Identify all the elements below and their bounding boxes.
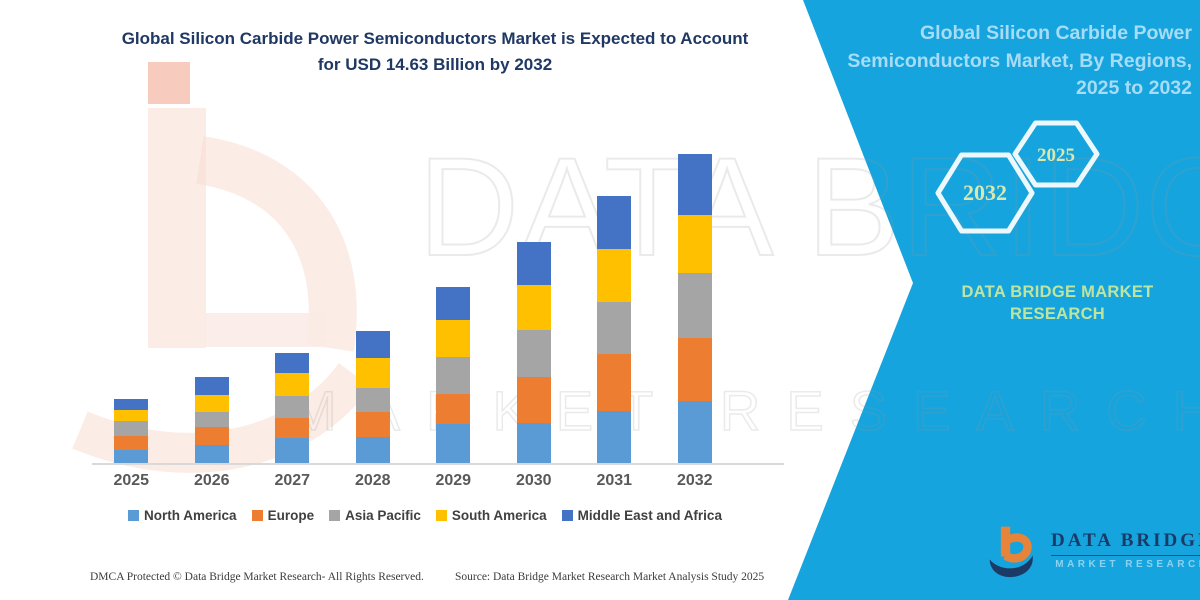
legend-label: North America	[144, 508, 237, 523]
bar-segment	[355, 358, 390, 389]
bar-segment	[194, 427, 229, 445]
bar-2027	[252, 352, 333, 463]
side-panel-title: Global Silicon Carbide Power Semiconduct…	[847, 22, 1192, 100]
bar-segment	[677, 154, 712, 216]
bar-segment	[194, 377, 229, 396]
x-axis-line	[92, 463, 784, 465]
bar-segment	[114, 410, 149, 422]
bar-2025	[91, 399, 172, 463]
hexagon-label: 2032	[963, 180, 1007, 205]
legend-label: Middle East and Africa	[577, 508, 722, 523]
bar-segment	[436, 319, 471, 357]
legend-label: South America	[451, 508, 547, 523]
bar-segment	[194, 395, 229, 412]
x-axis-label: 2028	[354, 472, 391, 489]
bar-2029	[413, 287, 494, 463]
x-axis-label: 2025	[113, 472, 150, 489]
bar-segment	[194, 445, 229, 463]
bar-2031	[574, 196, 655, 463]
bar-segment	[275, 373, 310, 397]
bar-segment	[677, 338, 712, 401]
bar-segment	[436, 356, 471, 394]
logo-name: DATA BRIDGE	[1051, 530, 1200, 556]
bar-2026	[172, 377, 253, 463]
brand-line1: DATA BRIDGE MARKET	[961, 283, 1154, 301]
bar-segment	[114, 449, 149, 463]
bar-segment	[516, 285, 551, 331]
bar-segment	[355, 388, 390, 413]
footer-source: Source: Data Bridge Market Research Mark…	[455, 571, 765, 583]
bar-segment	[114, 436, 149, 450]
bar-segment	[275, 418, 310, 439]
brand-line2: RESEARCH	[1010, 305, 1105, 324]
plot-area	[91, 140, 735, 463]
bar-segment	[275, 438, 310, 463]
x-axis-label: 2027	[274, 472, 311, 489]
logo-monogram-icon	[989, 526, 1033, 578]
bar-segment	[597, 196, 632, 249]
logo-tagline: MARKET RESEARCH	[1055, 559, 1200, 570]
bar-segment	[516, 423, 551, 463]
bar-segment	[597, 354, 632, 411]
x-axis-labels: 2025 2026 2027 2028 2029 2030 2031 2032	[91, 472, 735, 494]
bar-segment	[275, 396, 310, 419]
legend-marker-icon	[561, 510, 573, 521]
legend-item: Europe	[251, 508, 315, 523]
bar-segment	[677, 400, 712, 463]
bar-segment	[436, 287, 471, 320]
hexagon-label: 2025	[1037, 145, 1075, 166]
bar-segment	[194, 412, 229, 427]
x-axis-label: 2030	[515, 472, 552, 489]
bar-segment	[355, 412, 390, 437]
bar-segment	[677, 215, 712, 274]
legend-marker-icon	[435, 510, 447, 521]
bar-segment	[355, 331, 390, 359]
bar-2032	[655, 154, 736, 463]
bar-segment	[114, 399, 149, 411]
x-axis-label: 2026	[193, 472, 230, 489]
footer-dmca: DMCA Protected © Data Bridge Market Rese…	[90, 571, 424, 583]
bar-2028	[333, 331, 414, 463]
x-axis-label: 2032	[676, 472, 713, 489]
bar-2030	[494, 241, 575, 463]
bar-segment	[516, 377, 551, 424]
legend-marker-icon	[128, 510, 140, 521]
bar-segment	[436, 423, 471, 463]
legend: North America Europe Asia Pacific South Ame…	[80, 508, 770, 523]
legend-item: North America	[128, 508, 237, 523]
legend-item: Middle East and Africa	[561, 508, 722, 523]
legend-marker-icon	[329, 510, 341, 521]
legend-label: Europe	[267, 508, 315, 523]
bar-segment	[355, 437, 390, 463]
bar-segment	[516, 241, 551, 286]
bar-segment	[597, 411, 632, 463]
legend-marker-icon	[251, 510, 263, 521]
hexagons: 2025 2032	[935, 120, 1100, 234]
chart-title-line1: Global Silicon Carbide Power Semiconduct…	[121, 29, 749, 48]
bar-segment	[677, 273, 712, 339]
bar-segment	[436, 393, 471, 424]
legend-item: South America	[435, 508, 547, 523]
brand-text: DATA BRIDGE MARKET RESEARCH	[945, 281, 1170, 326]
legend-label: Asia Pacific	[345, 508, 421, 523]
logo: DATA BRIDGE MARKET RESEARCH	[985, 522, 1200, 578]
hexagon-2032: 2032	[935, 152, 1035, 234]
chart-title: Global Silicon Carbide Power Semiconduct…	[70, 26, 800, 79]
bar-segment	[114, 421, 149, 437]
bar-segment	[516, 330, 551, 378]
x-axis-label: 2031	[596, 472, 633, 489]
x-axis-label: 2029	[435, 472, 472, 489]
bar-segment	[275, 352, 310, 374]
legend-item: Asia Pacific	[329, 508, 421, 523]
chart-title-line2: for USD 14.63 Billion by 2032	[317, 55, 553, 75]
bar-segment	[597, 249, 632, 302]
bar-segment	[597, 302, 632, 354]
hexagon-2025: 2025	[1012, 120, 1100, 188]
